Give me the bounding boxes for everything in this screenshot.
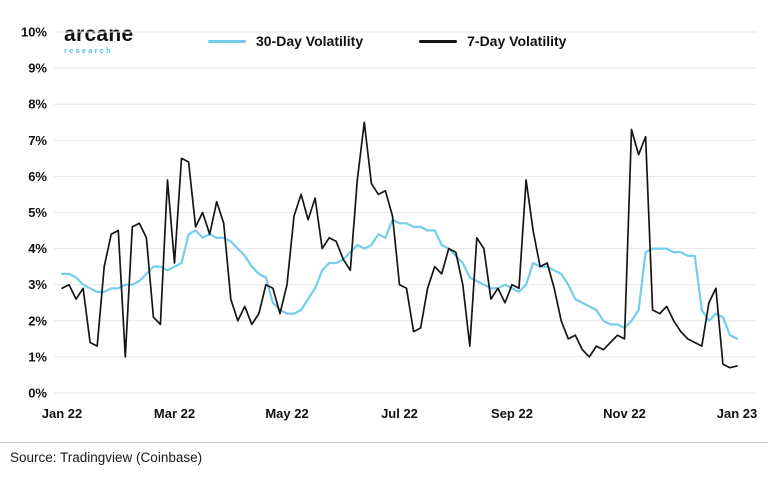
legend-line-swatch-30day — [208, 39, 246, 43]
x-tick-label-6: Jan 23 — [717, 406, 757, 421]
y-tick-label-0: 0% — [28, 386, 47, 401]
y-tick-label-1: 1% — [28, 349, 47, 364]
y-tick-label-8: 8% — [28, 97, 47, 112]
series-line-1 — [61, 121, 738, 369]
legend-line-swatch-7day — [419, 39, 458, 43]
x-tick-label-3: Jul 22 — [381, 406, 418, 421]
source-text: Source: Tradingview (Coinbase) — [10, 450, 203, 465]
chart-legend: 30-Day Volatility 7-Day Volatility — [208, 33, 566, 49]
y-tick-label-7: 7% — [28, 133, 47, 148]
y-tick-label-5: 5% — [28, 205, 47, 220]
logo-wordmark: arcane — [64, 23, 134, 46]
volatility-line-chart: 0% 1% 2% 3% 4% 5% 6% 7% 8% 9% 10% Jan 22 Mar 22 May 2… — [21, 25, 757, 422]
footer-divider — [0, 442, 768, 443]
x-tick-label-2: May 22 — [265, 406, 308, 421]
y-tick-label-2: 2% — [28, 313, 47, 328]
x-tick-label-0: Jan 22 — [42, 406, 82, 421]
legend-item-30day: 30-Day Volatility — [208, 33, 363, 49]
x-tick-label-4: Sep 22 — [491, 406, 533, 421]
y-tick-label-4: 4% — [28, 241, 47, 256]
arcane-logo: arcane research — [64, 24, 134, 55]
x-tick-label-5: Nov 22 — [603, 406, 646, 421]
legend-label-30day: 30-Day Volatility — [256, 33, 364, 49]
y-tick-label-10: 10% — [21, 25, 47, 40]
x-tick-label-1: Mar 22 — [154, 406, 195, 421]
legend-label-7day: 7-Day Volatility — [467, 33, 567, 49]
y-tick-label-6: 6% — [28, 169, 47, 184]
logo-subtitle: research — [64, 46, 113, 55]
y-tick-label-9: 9% — [28, 61, 47, 76]
y-tick-label-3: 3% — [28, 277, 47, 292]
legend-item-7day: 7-Day Volatility — [419, 33, 566, 49]
